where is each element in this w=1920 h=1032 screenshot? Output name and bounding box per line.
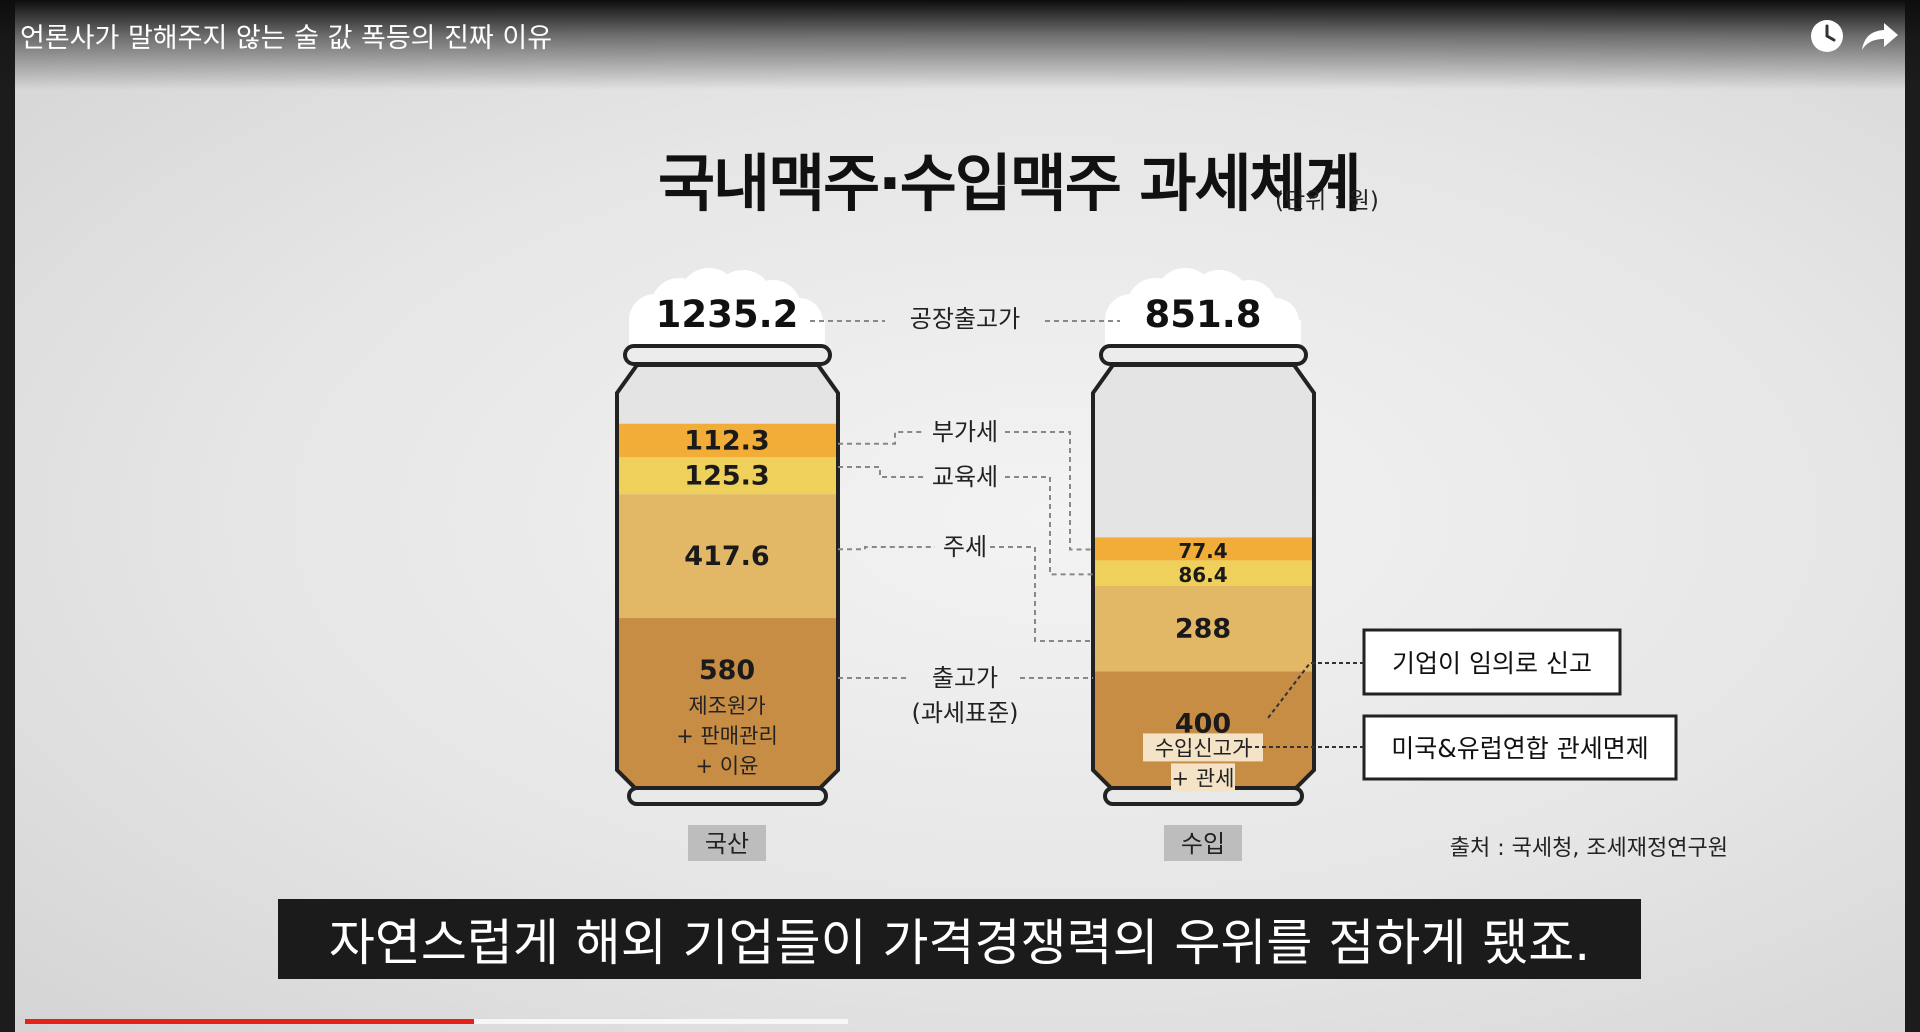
bar-segment-domestic xyxy=(617,457,838,495)
category-tag-import xyxy=(1164,825,1242,861)
source-note: 출처 : 국세청, 조세재정연구원 xyxy=(1450,836,1728,861)
segment-value-domestic: 580 xyxy=(699,655,755,686)
chart-unit: (단위 : 원) xyxy=(1275,188,1379,214)
base-note-domestic: 제조원가 xyxy=(688,694,765,718)
legend-label: 주세 xyxy=(943,533,987,561)
connector-vat-right xyxy=(1005,431,1093,551)
bar-segment-domestic xyxy=(617,423,838,458)
segment-value-domestic: 112.3 xyxy=(684,425,769,456)
clock-icon[interactable] xyxy=(1805,14,1849,58)
callout-connector-declared xyxy=(1267,662,1364,719)
bar-segment-import xyxy=(1093,537,1314,561)
segment-value-import: 86.4 xyxy=(1178,563,1227,587)
video-title[interactable]: 언론사가 말해주지 않는 술 값 폭등의 진짜 이유 xyxy=(20,23,553,54)
connector-liquor-right xyxy=(990,546,1093,643)
legend-label-sub: (과세표준) xyxy=(911,699,1018,727)
bar-segment-import xyxy=(1093,560,1314,587)
callout-declared: 기업이 임의로 신고 xyxy=(1392,649,1592,678)
callout-box-declared xyxy=(1362,628,1622,696)
legend-label: 출고가 xyxy=(932,664,998,692)
top-gradient-overlay xyxy=(0,0,1920,90)
progress-bar[interactable] xyxy=(25,1019,1895,1024)
callout-box-tariff xyxy=(1362,714,1678,781)
connector-liquor-left xyxy=(838,546,935,551)
legend-label: 부가세 xyxy=(932,418,998,446)
base-note-domestic: + 이윤 xyxy=(696,754,759,778)
segment-value-domestic: 417.6 xyxy=(684,541,769,572)
can-body-import xyxy=(1093,365,1314,790)
callout-tariff: 미국&유럽연합 관세면제 xyxy=(1391,734,1648,763)
connector-edu-right xyxy=(1005,476,1093,576)
connector-edu-left xyxy=(838,466,925,478)
bar-segment-import xyxy=(1093,586,1314,672)
base-note-import: + 관세 xyxy=(1172,766,1235,790)
subtitle-caption: 자연스럽게 해외 기업들이 가격경쟁력의 우위를 점하게 됐죠. xyxy=(278,899,1641,979)
connector-vat-left xyxy=(838,431,925,445)
can-bottom-rim-domestic xyxy=(627,786,828,806)
can-top-rim-domestic xyxy=(623,344,832,366)
segment-value-domestic: 125.3 xyxy=(684,461,769,492)
bar-segment-domestic xyxy=(617,618,838,790)
segment-value-import: 288 xyxy=(1175,614,1231,645)
chart-title: 국내맥주·수입맥주 과세체계 xyxy=(658,147,1362,220)
total-label-import: 851.8 xyxy=(1144,293,1261,336)
can-top-rim-import xyxy=(1099,344,1308,366)
legend-label: 교육세 xyxy=(932,463,998,491)
video-frame[interactable] xyxy=(15,0,1905,1032)
base-note-domestic: + 판매관리 xyxy=(676,724,778,748)
segment-value-import: 77.4 xyxy=(1178,539,1227,563)
share-arrow-icon[interactable] xyxy=(1858,14,1902,58)
foam-base xyxy=(1105,320,1301,348)
category-label-domestic: 국산 xyxy=(705,830,749,858)
legend-label-total: 공장출고가 xyxy=(910,305,1020,333)
base-note-bg-import xyxy=(1171,763,1235,792)
progress-played xyxy=(25,1019,474,1024)
base-note-import: 수입신고가 xyxy=(1155,736,1252,760)
foam-base xyxy=(629,320,825,348)
can-body-domestic xyxy=(617,365,838,790)
bar-segment-domestic xyxy=(617,494,838,619)
category-tag-domestic xyxy=(688,825,766,861)
total-label-domestic: 1235.2 xyxy=(656,293,799,336)
category-label-import: 수입 xyxy=(1181,830,1225,858)
